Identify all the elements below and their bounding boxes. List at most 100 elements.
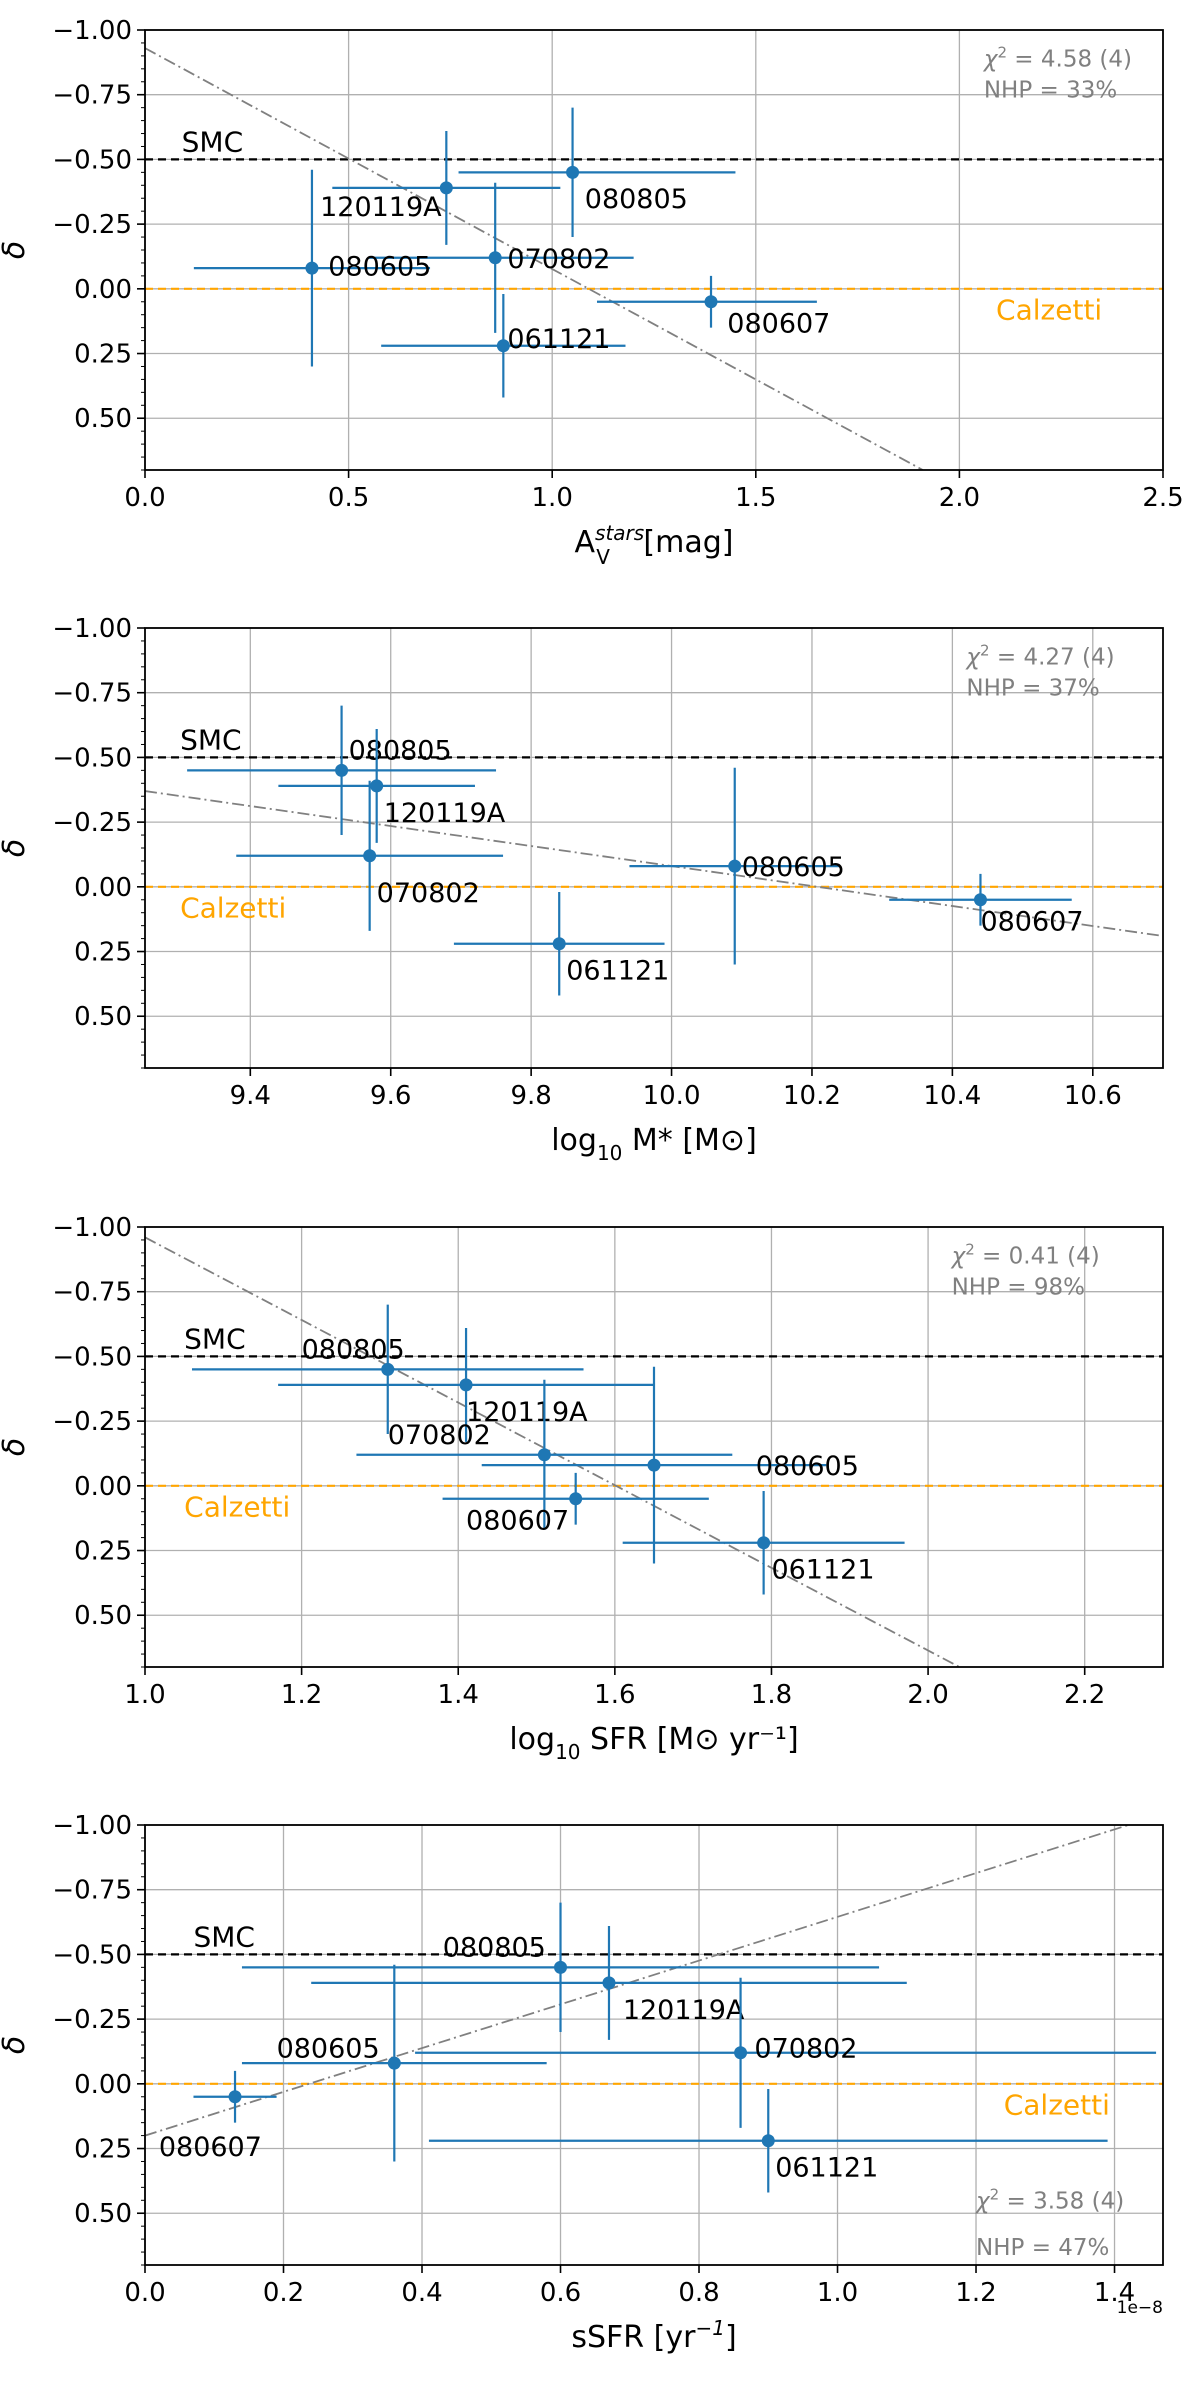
data-marker: [704, 295, 718, 309]
y-tick-label: 0.25: [74, 2135, 132, 2165]
chart-panel-1: 080805 120119A 070802 080605 080607 061121 SMC…: [0, 16, 1184, 569]
data-marker: [761, 2134, 775, 2148]
y-tick-label: 0.00: [74, 873, 132, 903]
data-marker: [602, 1976, 616, 1990]
x-tick-label: 1.2: [281, 1680, 322, 1710]
point-label: 080607: [980, 906, 1083, 937]
x-tick-label: 1.8: [751, 1680, 792, 1710]
y-tick-label: 0.00: [74, 2070, 132, 2100]
point-label: 080805: [585, 184, 688, 215]
data-marker: [569, 1492, 583, 1506]
x-tick-label: 2.5: [1142, 483, 1183, 513]
data-point-080605: 080605: [241, 1964, 547, 2162]
data-marker: [228, 2090, 242, 2104]
x-tick-label: 1.4: [438, 1680, 479, 1710]
data-marker: [439, 181, 453, 195]
x-axis-label: sSFR [yr−1]: [571, 2316, 736, 2355]
x-axis-label: log10 SFR [M⊙ yr⁻¹]: [509, 1722, 798, 1764]
point-label: 080605: [756, 1451, 859, 1482]
point-label: 080607: [466, 1505, 569, 1536]
x-tick-label: 1.0: [817, 2278, 858, 2308]
x-tick-label: 10.6: [1064, 1081, 1122, 1111]
x-tick-label: 1.0: [532, 483, 573, 513]
x-axis-label: Astars V [mag]: [575, 521, 734, 569]
point-label: 120119A: [384, 798, 506, 829]
data-point-120119A: 120119A: [320, 130, 561, 245]
data-marker: [647, 1458, 661, 1472]
y-tick-label: 0.50: [74, 2199, 132, 2229]
data-marker: [734, 2046, 748, 2060]
data-point-061121: 061121: [428, 2089, 1108, 2193]
x-tick-label: 10.0: [643, 1081, 701, 1111]
smc-label: SMC: [180, 723, 241, 756]
x-tick-label: 2.0: [907, 1680, 948, 1710]
calzetti-label: Calzetti: [180, 892, 286, 925]
y-tick-label: −0.25: [52, 808, 132, 838]
x-tick-label: 1.0: [124, 1680, 165, 1710]
chart-panel-2: 080805 120119A 070802 080605 080607 061121 SMC…: [0, 614, 1164, 1165]
x-axis-label-tail: [mag]: [634, 525, 734, 560]
x-tick-label: 0.8: [678, 2278, 719, 2308]
data-point-080607: 080607: [889, 873, 1084, 937]
nhp-label: NHP = 47%: [976, 2235, 1109, 2261]
point-label: 070802: [754, 2034, 857, 2065]
point-label: 080805: [443, 1933, 546, 1964]
x-tick-label: 1.2: [955, 2278, 996, 2308]
x-tick-label: 0.4: [401, 2278, 442, 2308]
point-label: 080605: [328, 252, 431, 283]
chi-symbol: χ: [974, 2188, 991, 2214]
x-axis-label-sub: 10: [597, 1141, 622, 1165]
data-marker: [459, 1378, 473, 1392]
y-tick-label: −0.25: [52, 210, 132, 240]
point-label: 070802: [388, 1420, 491, 1451]
x-axis-label-main: log: [551, 1123, 597, 1158]
x-tick-label: 0.6: [540, 2278, 581, 2308]
data-point-080805: 080805: [458, 107, 736, 238]
data-marker: [387, 2056, 401, 2070]
data-point-080605: 080605: [193, 169, 431, 367]
point-label: 070802: [507, 244, 610, 275]
point-label: 061121: [775, 2153, 878, 2184]
y-axis-label: δ: [0, 1438, 32, 1456]
calzetti-label: Calzetti: [184, 1491, 290, 1524]
data-point-080607: 080607: [596, 275, 830, 339]
chi2-label: χ2 = 0.41 (4): [950, 1240, 1100, 1269]
x-tick-label: 0.0: [124, 483, 165, 513]
data-marker: [335, 763, 349, 777]
x-axis-label-main: sSFR [yr: [571, 2320, 696, 2355]
chi-symbol: χ: [964, 644, 981, 670]
fit-line: [145, 47, 924, 470]
data-marker: [554, 1960, 568, 1974]
nhp-label: NHP = 37%: [966, 676, 1099, 702]
data-marker: [757, 1536, 771, 1550]
chi2-value: = 4.27 (4): [990, 644, 1115, 670]
chi2-value: = 3.58 (4): [999, 2188, 1124, 2214]
x-axis-label-sup: stars: [595, 521, 644, 545]
data-point-070802: 070802: [236, 780, 504, 931]
x-tick-label: 9.4: [230, 1081, 271, 1111]
chi-symbol: χ: [950, 1243, 967, 1269]
smc-label: SMC: [184, 1322, 245, 1355]
x-tick-label: 1.5: [735, 483, 776, 513]
x-tick-label: 2.2: [1064, 1680, 1105, 1710]
data-marker: [566, 165, 580, 179]
y-axis-label: δ: [0, 2036, 32, 2054]
x-axis-label-sub: 10: [555, 1740, 580, 1764]
y-tick-label: −0.50: [52, 1342, 132, 1372]
x-tick-label: 0.5: [328, 483, 369, 513]
point-label: 080605: [742, 852, 845, 883]
y-tick-label: 0.50: [74, 1002, 132, 1032]
x-tick-label: 1.4: [1094, 2278, 1135, 2308]
chi2-label: χ2 = 4.58 (4): [982, 43, 1132, 72]
y-tick-label: 0.25: [74, 938, 132, 968]
y-tick-label: −1.00: [52, 16, 132, 46]
x-axis-label-sup: −1: [695, 2316, 724, 2340]
y-tick-label: −0.75: [52, 81, 132, 111]
y-tick-label: 0.25: [74, 340, 132, 370]
chi-exponent: 2: [990, 2185, 1000, 2203]
data-point-080805: 080805: [241, 1902, 880, 2033]
point-label: 120119A: [623, 1995, 745, 2026]
fit-line: [145, 1825, 1129, 2137]
data-marker: [552, 937, 566, 951]
fit-line: [145, 790, 1163, 937]
